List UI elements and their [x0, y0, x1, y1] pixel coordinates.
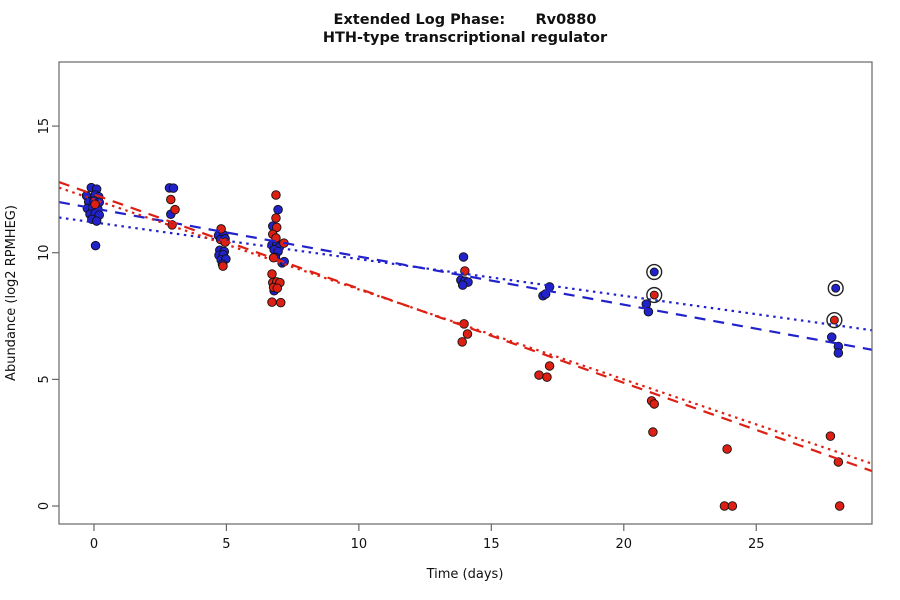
- x-tick-label: 25: [748, 537, 765, 552]
- circled-point: [646, 286, 663, 304]
- data-point-red: [722, 444, 732, 454]
- data-point-red: [727, 501, 738, 511]
- outlier-ring-icon: [646, 286, 663, 304]
- data-point-blue: [90, 240, 101, 251]
- data-point-blue: [457, 280, 468, 290]
- x-tick-label: 15: [483, 537, 500, 552]
- data-point-red: [825, 431, 836, 441]
- chart-subtitle: HTH-type transcriptional regulator: [323, 30, 608, 46]
- x-tick-label: 20: [616, 537, 633, 552]
- y-tick-label: 10: [37, 244, 52, 261]
- data-point-blue: [649, 267, 659, 277]
- data-point-red: [271, 190, 281, 200]
- data-point-red: [457, 337, 467, 347]
- outlier-ring-icon: [827, 280, 844, 297]
- data-point-blue: [831, 283, 841, 293]
- data-point-red: [170, 204, 180, 215]
- data-point-red: [829, 315, 839, 325]
- data-point-red: [462, 329, 473, 339]
- circled-point: [646, 263, 663, 281]
- circled-point: [827, 280, 844, 297]
- data-point-red: [218, 261, 228, 271]
- data-point-red: [271, 213, 281, 223]
- data-point-blue: [826, 332, 837, 342]
- y-axis-label: Abundance (log2 RPMHEG): [4, 205, 19, 381]
- plot-area: [58, 181, 873, 511]
- data-point-red: [267, 297, 277, 307]
- data-point-red: [649, 290, 659, 300]
- trend-line-red-dashed: [58, 181, 873, 473]
- data-point-red: [542, 372, 552, 382]
- outlier-ring-icon: [826, 312, 843, 329]
- circled-point: [826, 312, 843, 329]
- outlier-ring-icon: [646, 263, 663, 281]
- y-tick-label: 0: [37, 502, 52, 510]
- data-point-red: [833, 457, 844, 467]
- data-point-red: [267, 269, 277, 279]
- data-point-red: [534, 370, 544, 380]
- data-point-red: [90, 199, 100, 210]
- data-point-blue: [273, 204, 283, 215]
- x-tick-label: 0: [90, 537, 98, 552]
- data-point-blue: [833, 348, 844, 358]
- x-tick-label: 10: [351, 537, 368, 552]
- data-point-red: [275, 297, 286, 308]
- chart-title: Extended Log Phase: Rv0880: [334, 12, 597, 28]
- data-point-red: [719, 501, 730, 511]
- data-point-red: [272, 283, 283, 293]
- plot-box: [58, 61, 873, 525]
- data-point-red: [834, 501, 845, 511]
- series-red: [90, 190, 845, 511]
- x-axis-label: Time (days): [426, 567, 504, 582]
- data-point-red: [268, 253, 279, 263]
- data-point-red: [649, 399, 659, 409]
- trend-line-red-dotted: [58, 186, 873, 465]
- data-point-blue: [91, 216, 102, 226]
- y-tick-label: 5: [37, 375, 52, 383]
- data-point-blue: [168, 183, 179, 193]
- x-tick-label: 5: [222, 537, 230, 552]
- data-point-red: [544, 361, 555, 371]
- data-point-red: [648, 427, 658, 437]
- y-tick-label: 15: [37, 118, 52, 135]
- data-point-blue: [458, 252, 469, 262]
- trend-line-blue-dashed: [58, 200, 873, 351]
- axes: 0 5 10 15 20 25 0 5 10 15: [37, 61, 873, 552]
- data-point-red: [166, 194, 176, 205]
